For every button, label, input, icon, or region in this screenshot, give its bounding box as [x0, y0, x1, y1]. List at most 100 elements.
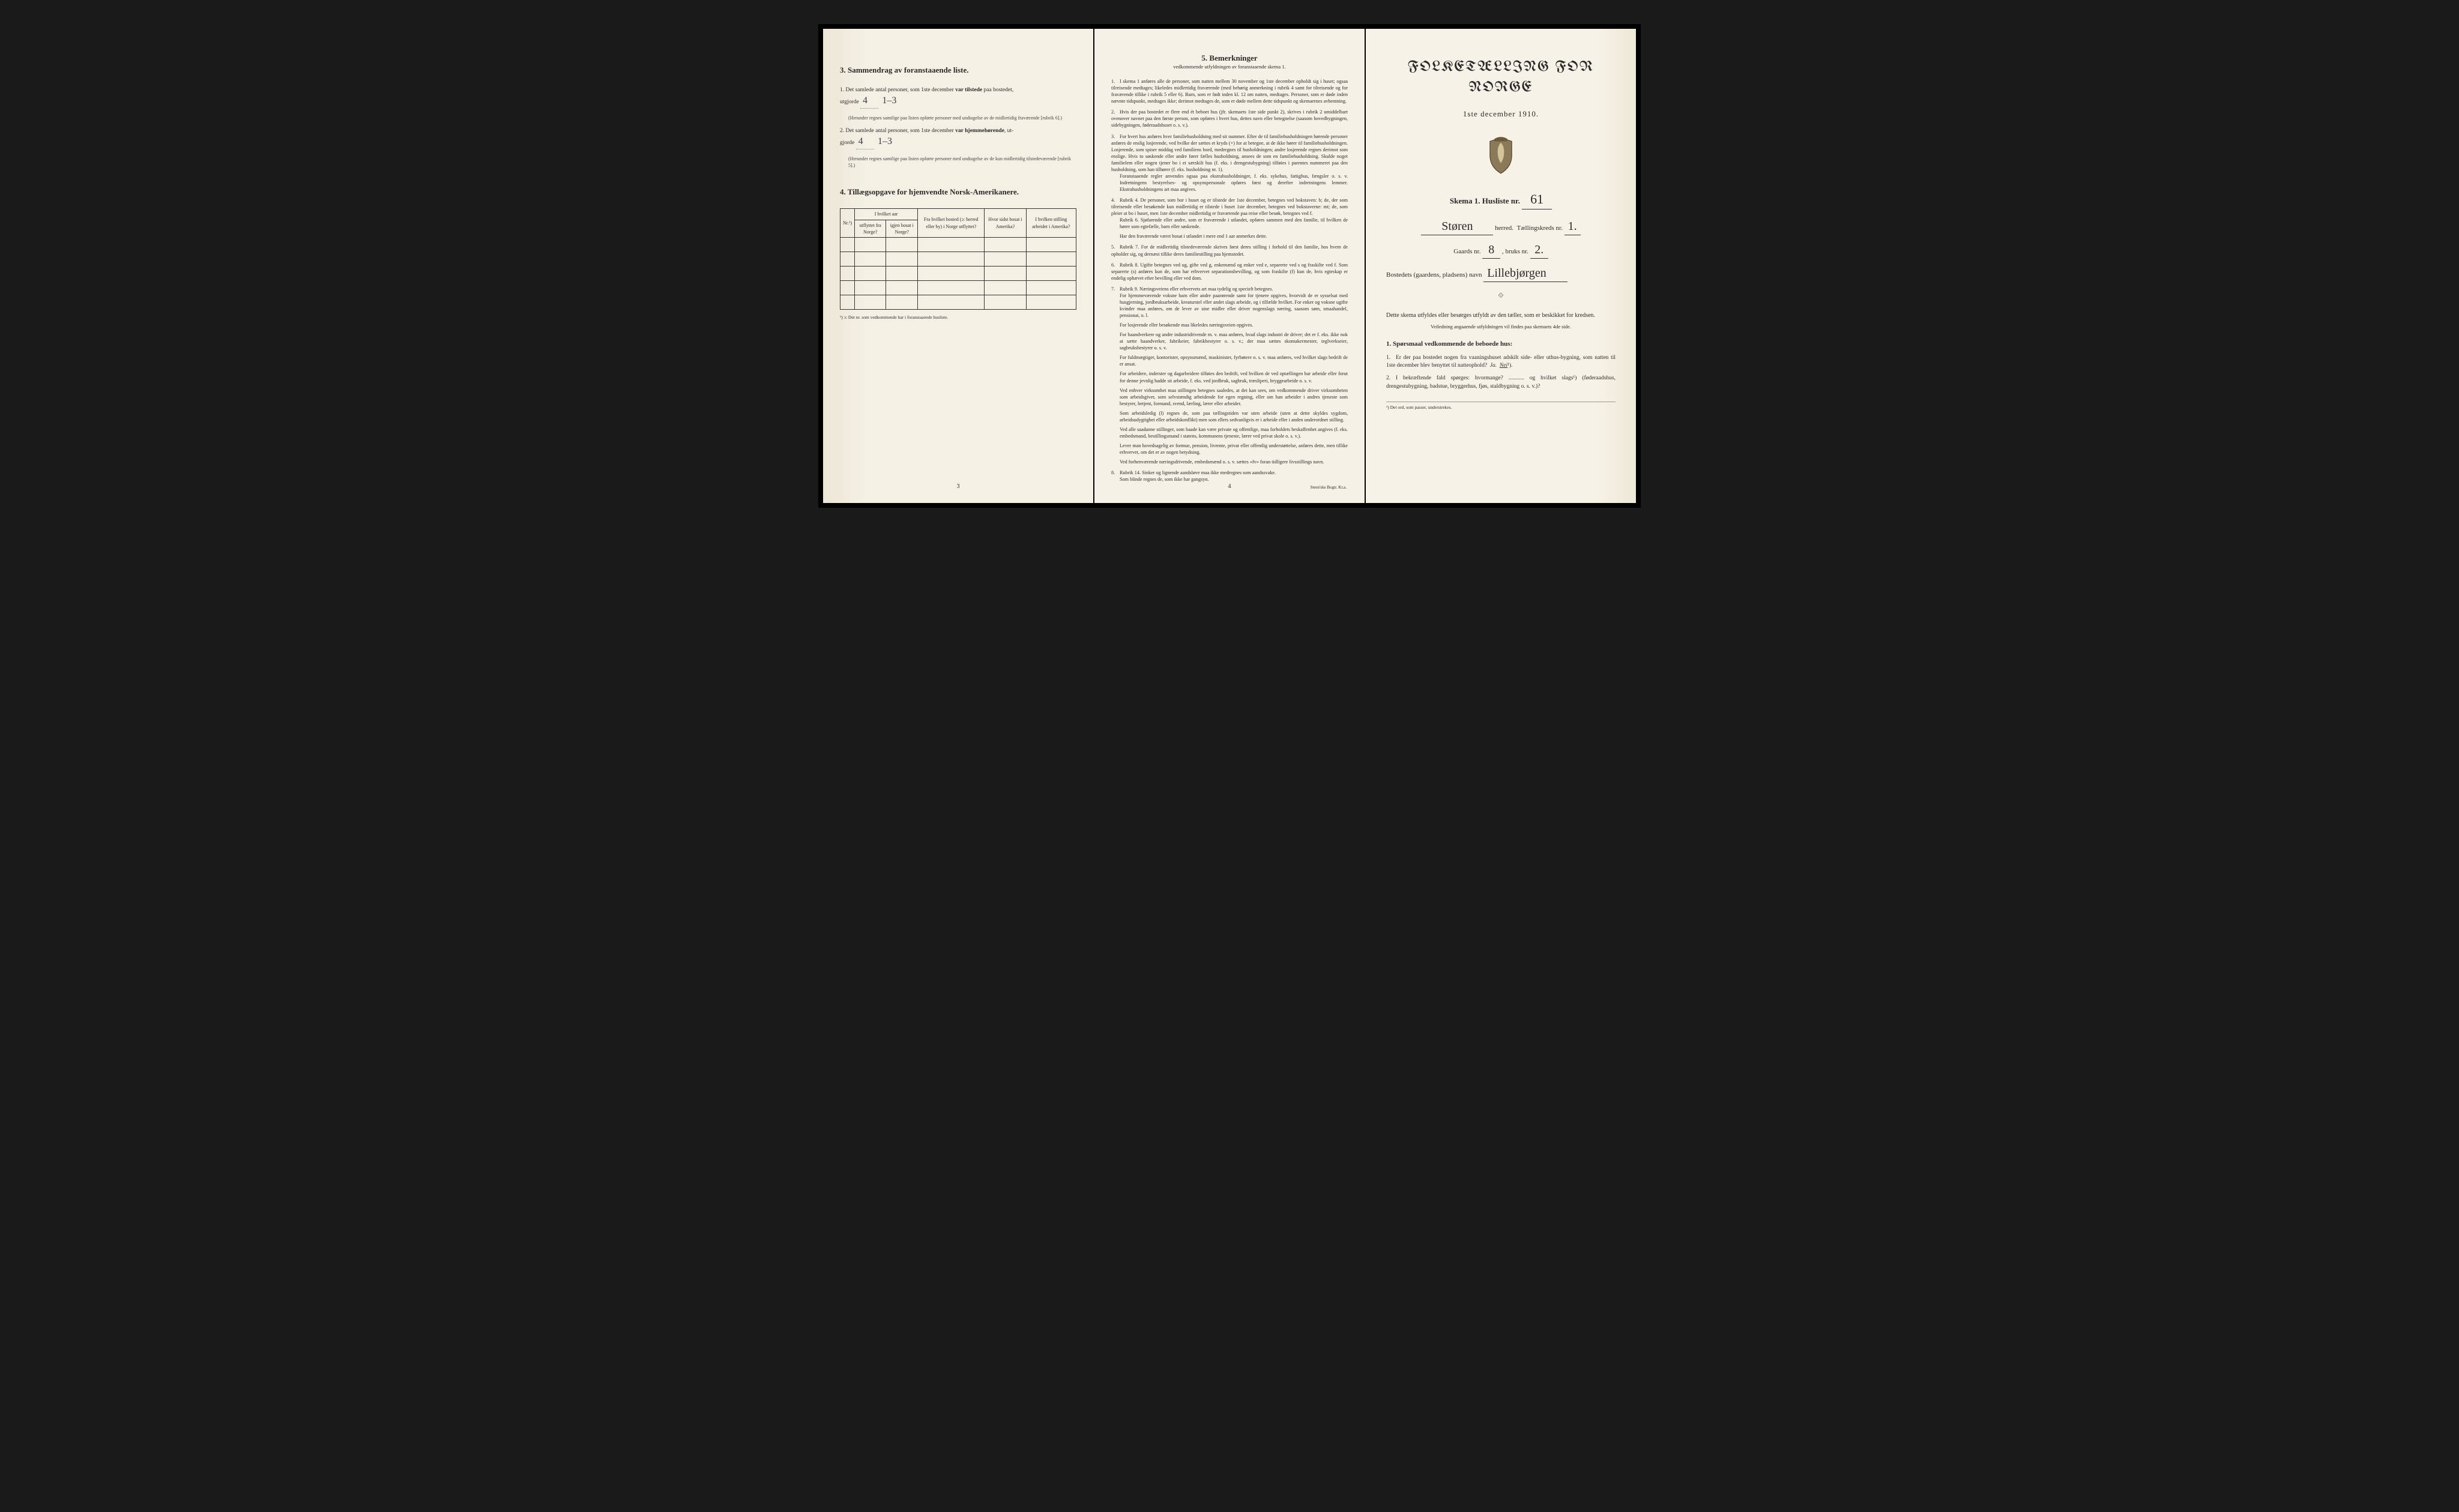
- remark-3: 3.For hvert hus anføres hver familiehush…: [1111, 133, 1348, 193]
- remark-5: 5.Rubrik 7. For de midlertidig tilstedev…: [1111, 244, 1348, 257]
- table-row: [840, 266, 1076, 280]
- tilstede-count: 4: [860, 94, 878, 108]
- census-main-title: FOLKETÆLLING FOR NORGE: [1383, 58, 1619, 98]
- page1-footnote: ¹) Det ord, som passer, understrekes.: [1386, 402, 1616, 411]
- question-2: 2.I bekræftende fald spørges: hvormange?…: [1386, 375, 1616, 391]
- line2-note: (Herunder regnes samtlige paa listen opf…: [848, 155, 1076, 169]
- instruction-sub: Veiledning angaaende utfyldningen vil fi…: [1383, 324, 1619, 331]
- remark-3-extra: Foranstaaende regler anvendes ogsaa paa …: [1120, 173, 1348, 193]
- line1-suffix: paa bostedet,: [984, 87, 1014, 93]
- page-3: 3. Sammendrag av foranstaaende liste. 1.…: [823, 29, 1093, 503]
- q1-sup: ¹).: [1507, 363, 1512, 369]
- remark-2: 2.Hvis der paa bostedet er flere end ét …: [1111, 109, 1348, 128]
- bosted-label: Bostedets (gaardens, pladsens) navn: [1386, 271, 1482, 279]
- page-number-4: 4: [1228, 483, 1231, 491]
- ornament-divider: ⟐: [1383, 291, 1619, 301]
- emigrant-tbody: [840, 237, 1076, 309]
- hjemme-range: 1–3: [875, 135, 895, 148]
- questions-heading: 1. Spørsmaal vedkommende de beboede hus:: [1386, 340, 1616, 349]
- remark-7-extra-0: For hjemmeværende voksne barn eller andr…: [1120, 292, 1348, 319]
- husliste-nr: 61: [1522, 190, 1552, 209]
- page-1-title: FOLKETÆLLING FOR NORGE 1ste december 191…: [1366, 29, 1636, 503]
- remark-7-extra-3: For fuldmægtiger, kontorister, opsynsmæn…: [1120, 354, 1348, 367]
- section-4-title: 4. Tillægsopgave for hjemvendte Norsk-Am…: [840, 187, 1076, 197]
- remark-7-extra-9: Ved forhenværende næringsdrivende, embed…: [1120, 459, 1348, 465]
- table-row: [840, 280, 1076, 295]
- bruk-label: , bruks nr.: [1502, 248, 1528, 255]
- th-from: Fra hvilket bosted (ɔ: herred eller by) …: [918, 209, 985, 238]
- line1-word: utgjorde: [840, 99, 859, 105]
- census-date: 1ste december 1910.: [1383, 109, 1619, 119]
- skema-label: Skema 1. Husliste nr.: [1450, 196, 1520, 205]
- remark-7-extra-1: For losjerende eller besøkende maa likel…: [1120, 322, 1348, 328]
- remark-6: 6.Rubrik 8. Ugifte betegnes ved ug, gift…: [1111, 262, 1348, 282]
- remark-7-extra-7: Ved alle saadanne stillinger, som baade …: [1120, 426, 1348, 439]
- page-4: 5. Bemerkninger vedkommende utfyldningen…: [1094, 29, 1365, 503]
- table-row: [840, 251, 1076, 266]
- gaard-row: Gaards nr. 8 , bruks nr. 2.: [1383, 241, 1619, 259]
- remark-8: 8.Rubrik 14. Sinker og lignende aandsløv…: [1111, 469, 1348, 483]
- emigrant-table: Nr.¹) I hvilket aar Fra hvilket bosted (…: [840, 208, 1076, 310]
- line2-word: gjorde: [840, 140, 854, 146]
- line1-prefix: 1. Det samlede antal personer, som 1ste …: [840, 87, 954, 93]
- q1-nei-selected: Nei: [1500, 363, 1507, 369]
- questions-list: 1.Er der paa bostedet nogen fra vaanings…: [1383, 354, 1619, 391]
- crest-icon: [1485, 136, 1517, 175]
- tilstede-range: 1–3: [880, 94, 899, 107]
- page-number-3: 3: [957, 483, 960, 491]
- gaard-label: Gaards nr.: [1453, 248, 1480, 255]
- instruction-text: Dette skema utfyldes eller besørges utfy…: [1386, 312, 1616, 320]
- krets-value: 1.: [1564, 218, 1581, 235]
- remark-7-text: Rubrik 9. Næringsveiens eller erhvervets…: [1120, 286, 1273, 292]
- remarks-list: 1.I skema 1 anføres alle de personer, so…: [1111, 78, 1348, 483]
- remark-8-extra: Som blinde regnes de, som ikke har gangs…: [1120, 476, 1348, 483]
- remark-5-text: Rubrik 7. For de midlertidig tilstedevær…: [1111, 244, 1348, 256]
- remarks-subtitle: vedkommende utfyldningen av foranstaaend…: [1111, 64, 1348, 71]
- th-year-group: I hvilket aar: [855, 209, 918, 220]
- th-emigrated: utflyttet fra Norge?: [855, 220, 886, 237]
- bosted-value: Lillebjørgen: [1483, 265, 1567, 282]
- remark-7: 7.Rubrik 9. Næringsveiens eller erhverve…: [1111, 286, 1348, 465]
- table-footnote: ¹) ɔ: Det nr. som vedkommende har i fora…: [840, 315, 1076, 321]
- line2-prefix: 2. Det samlede antal personer, som 1ste …: [840, 128, 954, 134]
- remark-4-extra1: Rubrik 6. Sjøfarende eller andre, som er…: [1120, 217, 1348, 230]
- herred-value: Støren: [1421, 218, 1493, 235]
- remark-2-text: Hvis der paa bostedet er flere end ét be…: [1111, 109, 1348, 128]
- remark-7-extra-8: Lever man hovedsagelig av formue, pensio…: [1120, 442, 1348, 456]
- section-3-title: 3. Sammendrag av foranstaaende liste.: [840, 65, 1076, 76]
- skema-line: Skema 1. Husliste nr. 61: [1383, 190, 1619, 209]
- th-nr: Nr.¹): [840, 209, 855, 238]
- gaard-value: 8: [1482, 241, 1500, 259]
- question-1: 1.Er der paa bostedet nogen fra vaanings…: [1386, 354, 1616, 370]
- line1-bold: var tilstede: [954, 87, 984, 93]
- herred-row: Støren herred. Tællingskreds nr. 1.: [1383, 218, 1619, 235]
- line2-bold: var hjemmehørende: [954, 128, 1004, 134]
- remarks-title: 5. Bemerkninger: [1111, 53, 1348, 64]
- th-america: Hvor sidst bosat i Amerika?: [985, 209, 1026, 238]
- line1-note: (Herunder regnes samtlige paa listen opf…: [848, 115, 1076, 121]
- document-spread: 3. Sammendrag av foranstaaende liste. 1.…: [818, 24, 1641, 508]
- coat-of-arms: [1383, 136, 1619, 177]
- herred-label: herred.: [1495, 224, 1513, 232]
- remark-8-text: Rubrik 14. Sinker og lignende aandsløve …: [1120, 470, 1276, 475]
- printer-mark: Steen'ske Bogtr. Kr.a.: [1310, 485, 1347, 491]
- bruk-value: 2.: [1530, 241, 1548, 259]
- bosted-row: Bostedets (gaardens, pladsens) navn Lill…: [1383, 265, 1619, 282]
- krets-label: Tællingskreds nr.: [1516, 224, 1562, 232]
- remark-1-text: I skema 1 anføres alle de personer, som …: [1111, 79, 1348, 104]
- table-row: [840, 237, 1076, 251]
- q1-ja: Ja.: [1490, 363, 1497, 369]
- summary-line-2: 2. Det samlede antal personer, som 1ste …: [840, 127, 1076, 149]
- remark-3-text: For hvert hus anføres hver familiehushol…: [1111, 134, 1348, 172]
- summary-line-1: 1. Det samlede antal personer, som 1ste …: [840, 86, 1076, 109]
- remark-6-text: Rubrik 8. Ugifte betegnes ved ug, gifte …: [1111, 262, 1348, 281]
- remark-4-text: Rubrik 4. De personer, som bor i huset o…: [1111, 197, 1348, 216]
- th-occupation: I hvilken stilling arbeidet i Amerika?: [1026, 209, 1076, 238]
- remark-4-extra2: Har den fraværende været bosat i utlande…: [1120, 233, 1348, 239]
- remark-7-extra-4: For arbeidere, inderster og dagarbeidere…: [1120, 370, 1348, 384]
- table-row: [840, 295, 1076, 309]
- remark-7-extra-6: Som arbeidsledig (l) regnes de, som paa …: [1120, 410, 1348, 423]
- remark-1: 1.I skema 1 anføres alle de personer, so…: [1111, 78, 1348, 104]
- th-returned: igjen bosat i Norge?: [886, 220, 918, 237]
- remark-7-extra-2: For haandverkere og andre industridriven…: [1120, 331, 1348, 351]
